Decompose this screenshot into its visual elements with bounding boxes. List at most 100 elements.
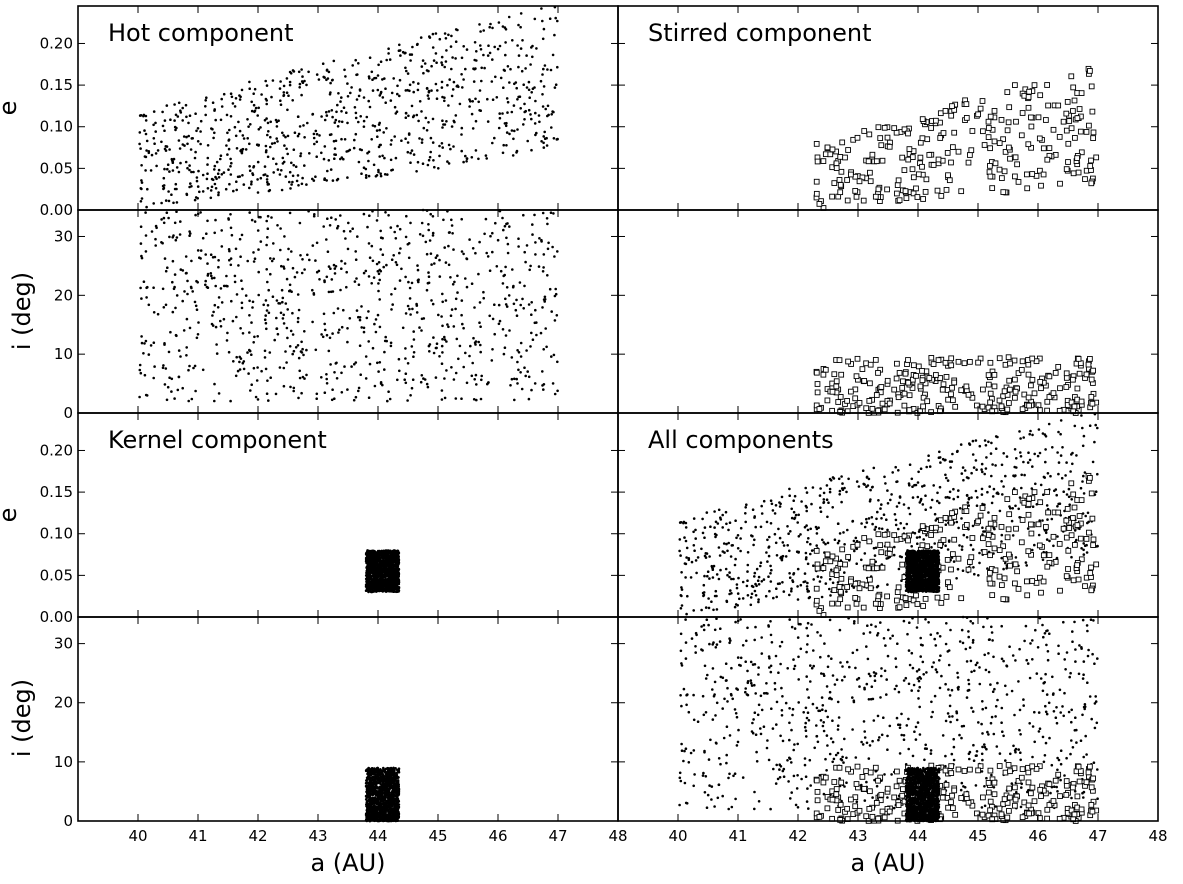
data-point [496,238,500,242]
data-point [792,510,796,514]
data-point [472,398,476,401]
data-point [387,47,390,50]
data-point [142,113,146,117]
data-point [486,54,490,57]
data-point [426,385,430,389]
data-point [188,234,191,237]
data-point [1046,472,1050,475]
data-point [1082,474,1085,478]
data-point [844,398,850,404]
data-point [301,81,305,84]
data-point [418,233,422,236]
data-point [431,117,435,121]
data-point [1088,83,1095,90]
data-point [291,352,295,356]
data-point [187,368,190,372]
data-point [323,178,326,181]
data-point [286,108,289,112]
data-point [172,201,175,205]
data-point [331,179,335,182]
data-point [385,127,388,130]
data-point [520,69,524,73]
data-point [523,366,526,370]
data-point [534,241,537,244]
data-point [770,568,773,572]
data-point [1044,156,1051,163]
data-point [837,539,841,543]
data-point [265,268,269,271]
data-point [480,79,483,83]
data-point [1073,424,1077,428]
data-point [364,377,368,380]
data-point [330,109,334,112]
data-point [556,250,559,253]
data-point [1019,437,1022,440]
data-point [786,544,789,547]
data-point [272,257,276,261]
data-point [397,586,401,590]
data-point [1046,145,1053,151]
data-point [494,75,497,79]
data-point [209,253,213,256]
data-point [726,573,729,577]
data-point [479,350,483,354]
data-point [140,254,143,258]
data-point [406,88,409,92]
data-point [444,60,448,63]
data-point [431,141,435,144]
data-point [856,178,863,185]
data-point [913,185,919,192]
data-point [788,487,791,491]
data-point [522,213,525,217]
data-point [1091,460,1095,464]
data-point [237,120,240,124]
data-point [222,171,226,174]
data-point [548,17,552,21]
data-point [910,362,917,369]
data-point [369,549,373,553]
data-point [369,575,372,579]
data-point [376,573,379,576]
data-point [891,386,898,393]
data-point [936,491,939,495]
data-point [692,517,696,520]
data-point [447,263,451,267]
data-point [693,549,696,552]
data-point [233,280,237,284]
data-point [301,75,304,78]
data-point [534,99,537,103]
data-point [1057,385,1063,392]
data-point [165,145,169,148]
data-point [416,88,420,92]
data-point [315,155,319,158]
data-point [1031,390,1038,397]
data-point [377,282,380,285]
data-point [787,532,790,535]
data-point [387,390,390,394]
data-point [160,218,163,221]
data-point [370,138,374,141]
data-point [1037,92,1044,99]
data-point [988,485,991,488]
data-point [767,575,770,578]
data-point [501,216,504,220]
data-point [450,94,454,98]
data-point [793,494,797,498]
data-point [140,256,144,260]
data-point [204,253,207,256]
data-point [145,205,148,209]
data-point [779,502,782,506]
data-point [138,142,141,146]
data-point [938,501,941,505]
data-point [343,365,346,368]
data-point [759,525,763,529]
data-point [334,218,338,221]
data-point [547,241,550,245]
data-point [751,508,755,512]
data-point [300,182,304,186]
data-point [372,572,375,576]
data-point [343,262,347,265]
data-point [739,526,743,530]
data-point [188,168,191,172]
data-point [811,486,815,489]
